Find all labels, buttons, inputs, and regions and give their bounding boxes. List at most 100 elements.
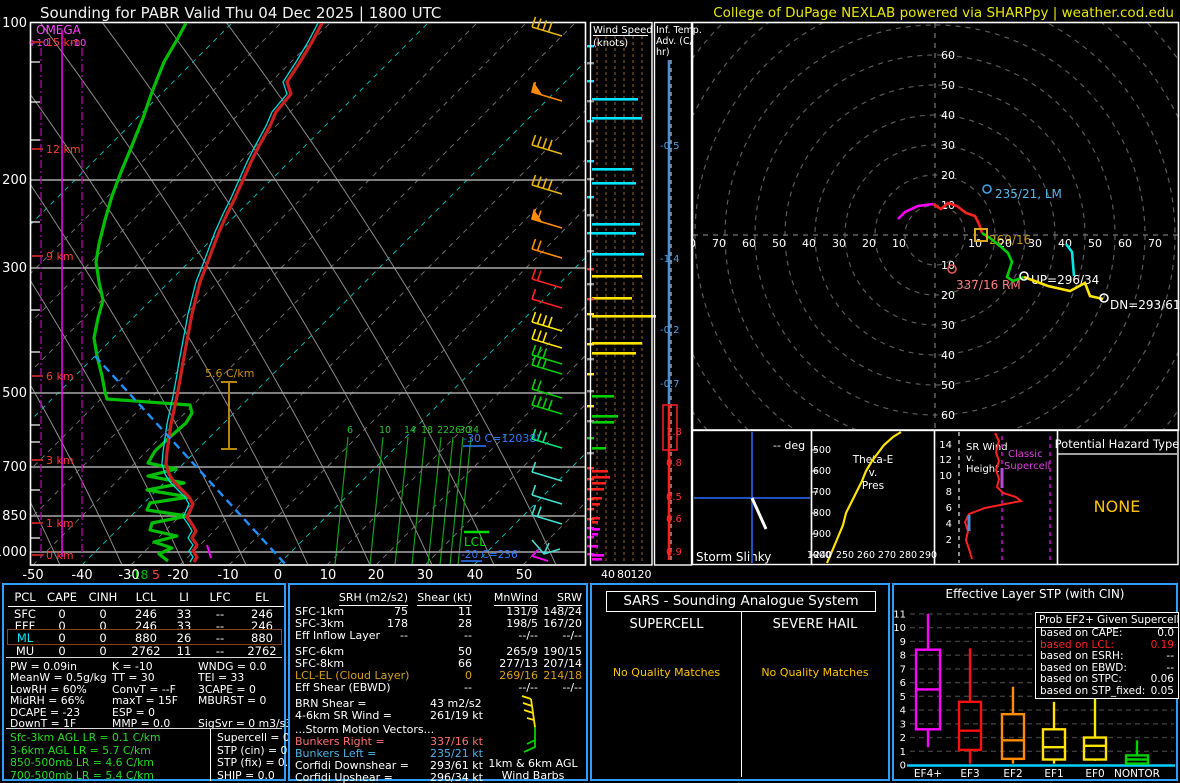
mixing-ratio-label: 34 — [467, 425, 479, 436]
stp-title: Effective Layer STP (with CIN) — [945, 587, 1125, 601]
isotherm-line — [131, 110, 585, 564]
page-title: Sounding for PABR Valid Thu 04 Dec 2025 … — [40, 4, 442, 22]
hodo-ring-label: 20 — [998, 237, 1012, 250]
isotherm-line — [33, 23, 576, 564]
srwind-height-label: 10 — [939, 471, 952, 482]
wind-barb-icon — [531, 428, 563, 449]
pressure-label: 200 — [2, 173, 27, 188]
thetae-pres-label: 700 — [813, 487, 831, 498]
speed-axis-label: 120 — [631, 568, 652, 581]
parcel-row: SFC 0 0 246 33 -- 246 — [14, 607, 273, 621]
speed-bar — [592, 415, 618, 418]
skewt-panel-border — [29, 21, 587, 566]
prob-label: based on CAPE: — [1040, 627, 1123, 639]
thetae-theta-label: 270 — [878, 550, 896, 561]
speed-bar — [592, 488, 604, 491]
thetae-curve — [825, 431, 902, 564]
thetae-pres-label: 600 — [813, 466, 831, 477]
prob-row: based on LCL: 0.19 — [1036, 639, 1178, 652]
omega-label: OMEGA — [36, 23, 82, 37]
wind-barb-icon — [531, 208, 563, 229]
corfidi-down-label: DN=293/61 — [1110, 298, 1180, 312]
hodo-ring-label: 50 — [941, 79, 955, 92]
storm-motion-header: ...Storm Motion Vectors... — [295, 723, 435, 736]
skewt-wind-barbs — [531, 16, 563, 562]
hodo-ring-label: 50 — [1088, 237, 1102, 250]
sars-title-box: SARS - Sounding Analogue System — [606, 591, 876, 612]
stp-ytick-label: 6 — [900, 678, 906, 689]
isotherm-line — [31, 23, 282, 274]
speed-bar — [592, 482, 606, 485]
wind-barb-icon — [531, 461, 563, 482]
warm-adv-box — [662, 404, 678, 451]
wind-barb-icon — [531, 238, 563, 259]
sars-column-header: SUPERCELL — [629, 617, 704, 632]
height-label: 12 km — [46, 143, 81, 156]
srwind-height-label: 8 — [946, 487, 952, 498]
kinematics-row: SFC-1km 75 11 131/9 148/24 — [295, 605, 582, 618]
dry-adiabat-line — [31, 280, 185, 564]
wind-barb-icon — [531, 549, 549, 562]
srwind-title-2: v. — [966, 453, 974, 464]
thetae-title-3: Pres — [862, 480, 884, 492]
left-mover-label: 235/21, LM — [995, 187, 1062, 201]
hodo-ring-label: 40 — [802, 237, 816, 250]
pressure-label: 850 — [2, 509, 27, 524]
thetae-theta-label: 250 — [836, 550, 854, 561]
kinematics-row: Bunkers Right = 337/16 kt — [295, 735, 483, 748]
hodo-ring — [693, 23, 1178, 429]
stp-box — [1000, 686, 1026, 764]
hodo-ring-label: 50 — [772, 237, 786, 250]
adv-value-label: -0.5 — [660, 141, 680, 152]
dry-adiabat-line — [226, 23, 557, 564]
thetae-theta-label: 290 — [919, 550, 937, 561]
hodo-ring-label: 30 — [941, 319, 955, 332]
mixing-ratio-line — [439, 436, 454, 564]
temp-adv-panel-border — [653, 21, 693, 566]
corfidi-up-label: UP=296/34 — [1031, 273, 1099, 287]
hazard-title: Potential Hazard Type — [1055, 437, 1180, 451]
lapse-rate-marker-label: 5.6 C/km — [205, 367, 254, 380]
wind-barb-icon — [531, 344, 563, 365]
prob-value: 0.05 — [1150, 684, 1174, 697]
parcel-header-row: PCL CAPE CINH LCL LI LFC EL — [8, 590, 284, 607]
stp-box — [1041, 701, 1067, 764]
thermo-index-column: WNDG = 0.0 TEI = 33 3CAPE = 0 MBURST = 0 Si… — [198, 660, 293, 731]
speed-bar — [592, 497, 602, 500]
corfidi-up-marker — [1019, 271, 1029, 281]
thetae-pres-label: 800 — [813, 508, 831, 519]
hodo-trace-high — [1023, 275, 1104, 301]
mixing-ratio-label: 14 — [404, 425, 416, 436]
mixing-ratio-label: 6 — [347, 425, 353, 436]
thetae-theta-label: 240 — [814, 550, 832, 561]
wind-barb-icon — [521, 695, 536, 728]
adv-value-label: 0.6 — [666, 514, 682, 525]
kinematics-row: Bunkers Left = 235/21 kt — [295, 747, 483, 760]
kinematics-row: SFC-3km 178 28 198/5 167/20 — [295, 617, 582, 630]
sounding-top-graphics: OMEGA +10 -10 5.6 C/km -30 C=12038' LCL … — [0, 16, 1180, 583]
speed-bar — [592, 253, 644, 256]
height-label: 15 km — [46, 36, 81, 49]
omega-plus-label: +10 — [28, 38, 49, 49]
dry-adiabat-line — [40, 23, 371, 564]
stp-ytick-label: 5 — [900, 692, 906, 703]
mean-wind-label: 269/16 — [989, 233, 1031, 247]
virtual-temp-tick — [206, 544, 212, 559]
temp-axis-label: 10 — [320, 568, 337, 583]
mixing-ratio-line — [394, 436, 409, 564]
isotherm-line — [180, 159, 585, 564]
right-mover-marker — [947, 264, 957, 274]
pressure-label: 300 — [2, 261, 27, 276]
parcel-trace-line — [94, 355, 287, 564]
hodo-ring-label: 30 — [1028, 237, 1042, 250]
hazard-panel-border — [1056, 429, 1179, 566]
hodo-ring-label: 10 — [941, 259, 955, 272]
isotherm-line — [278, 257, 585, 564]
temperature-curve — [164, 23, 324, 563]
stp-category-label: EF3 — [960, 768, 979, 779]
isotherm-line — [31, 23, 429, 421]
sars-panel: SARS - Sounding Analogue System SUPERCEL… — [590, 583, 890, 781]
stp-box — [914, 613, 942, 748]
temp-adv-title-1: Inf. Temp. — [656, 25, 702, 36]
